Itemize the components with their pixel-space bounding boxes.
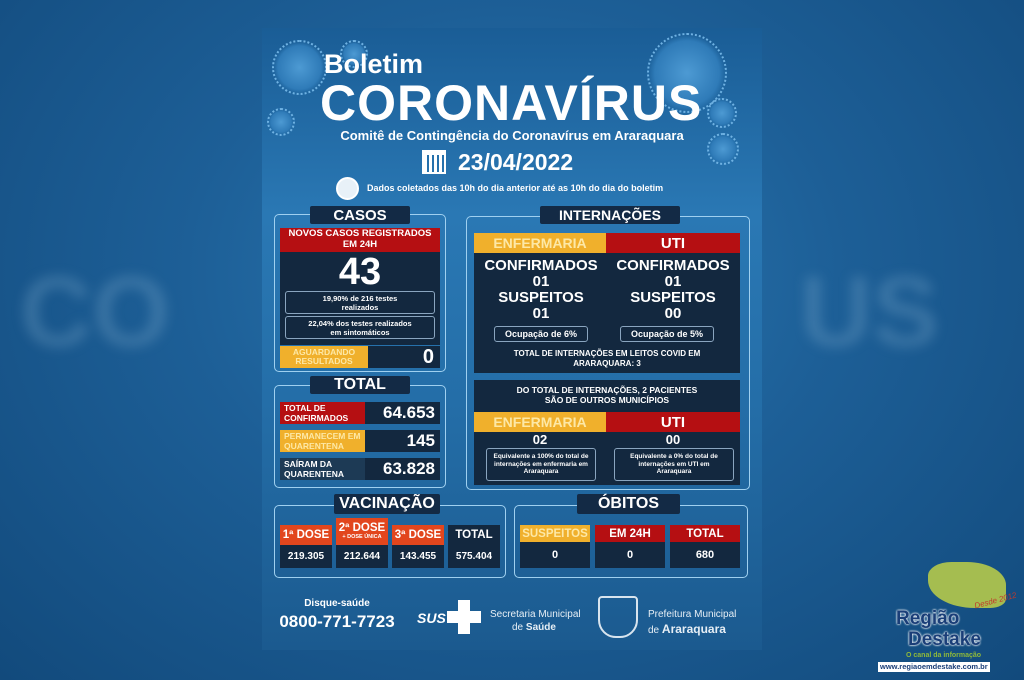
secretaria-logo: Secretaria Municipal de Saúde [490,609,581,633]
awaiting-value: 0 [368,346,440,368]
vaccine-dose-header: 1ª DOSE [280,525,332,545]
awaiting-label: AGUARDANDO RESULTADOS [280,346,368,368]
obitos-title: ÓBITOS [577,494,680,514]
uti-confirmed: 01 [664,273,682,290]
enfermaria-confirmed: 01 [532,273,550,290]
clock-icon [336,176,359,200]
subtitle: Comitê de Contingência do Coronavírus em… [340,128,684,143]
vaccine-dose-value: 219.305 [280,545,332,568]
total-row-value: 63.828 [365,458,440,480]
obitos-value: 0 [520,542,590,568]
new-cases-value: 43 [338,251,382,293]
total-hospitalizations-note: TOTAL DE INTERNAÇÕES EM LEITOS COVID EM … [513,349,701,368]
data-collection-note: Dados coletados das 10h do dia anterior … [367,182,664,193]
kicker: Boletim [324,49,424,79]
vaccine-dose-value: 575.404 [448,545,500,568]
other-enfermaria-note: Equivalente a 100% do total de internaçõ… [486,448,596,481]
prefeitura-logo: Prefeitura Municipal de Araraquara [648,609,737,636]
vaccine-dose-header: 2ª DOSE + DOSE ÚNICA [336,518,388,545]
enfermaria-stats: CONFIRMADOS 01 SUSPEITOS 01 [474,258,608,322]
virus-icon [340,40,368,68]
vacinacao-title: VACINAÇÃO [334,494,440,514]
tests-note: 19,90% de 216 testes realizados [285,291,435,314]
obitos-header: EM 24H [595,525,665,542]
hotline-number: 0800-771-7723 [279,612,395,631]
total-row-label: TOTAL DE CONFIRMADOS [280,402,365,424]
virus-icon [272,40,327,95]
sus-cross-icon [447,600,481,634]
page-title: CORONAVÍRUS [320,75,703,131]
casos-title: CASOS [310,206,410,224]
new-cases-label: NOVOS CASOS REGISTRADOS EM 24H [280,228,440,252]
vaccine-dose-value: 212.644 [336,545,388,568]
obitos-value: 0 [595,542,665,568]
other-enfermaria-value: 02 [532,432,548,447]
enfermaria-header: ENFERMARIA [474,233,606,253]
blurred-background-text: US [800,256,939,368]
total-row-value: 64.653 [365,402,440,424]
uti-suspected: 00 [664,305,682,322]
other-enfermaria-header: ENFERMARIA [474,412,606,432]
bulletin-poster: Boletim CORONAVÍRUS Comitê de Contingênc… [262,28,762,650]
symptomatic-note: 22,04% dos testes realizados em sintomát… [285,316,435,339]
vaccine-dose-value: 143.455 [392,545,444,568]
enfermaria-occupancy: Ocupação de 6% [494,326,588,342]
vaccine-dose-header: 3ª DOSE [392,525,444,545]
total-row-value: 145 [365,430,440,452]
enfermaria-suspected: 01 [532,305,550,322]
obitos-value: 680 [670,542,740,568]
sus-logo-text: SUS [417,610,446,626]
internacoes-title: INTERNAÇÕES [540,206,680,224]
total-row-label: SAÍRAM DA QUARENTENA [280,458,365,480]
uti-header: UTI [606,233,740,253]
watermark-url: www.regiaoemdestake.com.br [878,662,990,672]
hotline-label: Disque-saúde [304,598,370,609]
uti-occupancy: Ocupação de 5% [620,326,714,342]
regiao-destake-logo: Desde 2012 Região Destake O canal da inf… [878,560,1018,675]
total-title: TOTAL [310,376,410,394]
total-row-label: PERMANECEM EM QUARENTENA [280,430,365,452]
virus-icon [707,98,737,128]
calendar-icon [422,150,446,174]
uti-stats: CONFIRMADOS 01 SUSPEITOS 00 [606,258,740,322]
bulletin-date: 23/04/2022 [458,149,574,175]
virus-icon [267,108,295,136]
vaccine-dose-header: TOTAL [448,525,500,545]
other-uti-value: 00 [665,432,681,447]
blurred-background-text: CO [20,256,170,368]
obitos-header: SUSPEITOS [520,525,590,542]
other-uti-header: UTI [606,412,740,432]
other-municipalities-note: DO TOTAL DE INTERNAÇÕES, 2 PACIENTES SÃO… [516,384,698,405]
other-uti-note: Equivalente a 0% do total de internações… [614,448,734,481]
obitos-header: TOTAL [670,525,740,542]
araraquara-coat-of-arms-icon [598,596,638,638]
virus-icon [707,133,739,165]
